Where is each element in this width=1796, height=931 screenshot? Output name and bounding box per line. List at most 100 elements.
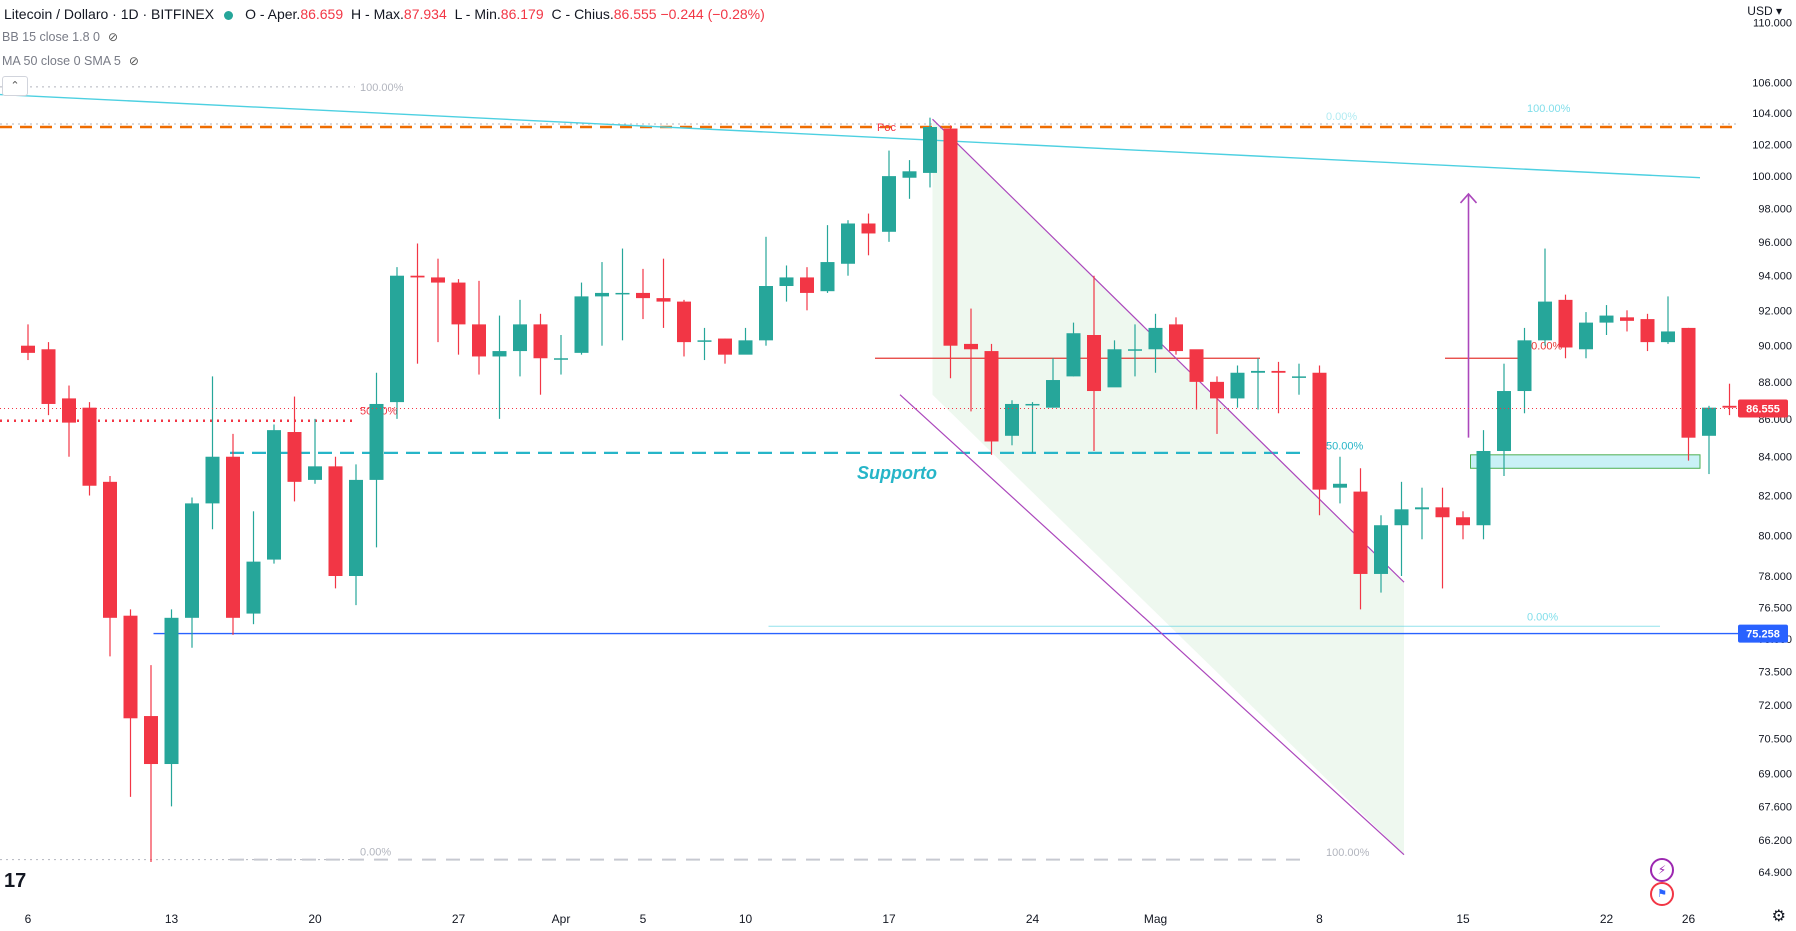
- channel-lower-line: [899, 394, 1405, 856]
- price-tick-label: 100.000: [1752, 171, 1792, 183]
- candle-down: [1722, 405, 1737, 408]
- candle-down: [984, 351, 999, 442]
- channel-fill: [932, 119, 1404, 855]
- last-price-tag-bg: [1738, 399, 1788, 418]
- candle-down: [1271, 370, 1286, 373]
- candle-up: [902, 171, 917, 178]
- candle-down: [41, 349, 56, 404]
- candle-up: [1517, 340, 1532, 392]
- eye-hidden-icon[interactable]: ⊘: [128, 54, 139, 68]
- close-value: 86.555: [613, 6, 657, 22]
- candle-up: [1025, 403, 1040, 406]
- candle-down: [1087, 335, 1101, 392]
- price-tick-label: 94.000: [1758, 271, 1792, 283]
- candle-up: [1230, 372, 1245, 399]
- candle-down: [62, 398, 76, 423]
- candle-up: [1579, 322, 1593, 350]
- price-tick-label: 104.000: [1752, 108, 1792, 120]
- collapse-indicators-button[interactable]: ⌃: [2, 76, 28, 96]
- candle-up: [267, 430, 281, 560]
- last-price-tag: 86.555: [1746, 404, 1780, 416]
- candle-up: [882, 176, 896, 232]
- candle-up: [1148, 327, 1163, 350]
- candle-up: [1292, 376, 1306, 378]
- candle-up: [492, 351, 507, 357]
- candle-down: [103, 481, 117, 618]
- lightning-icon[interactable]: ⚡: [1650, 858, 1674, 882]
- time-tick-label: 22: [1600, 912, 1614, 926]
- candle-down: [677, 301, 691, 343]
- candle-down: [1681, 327, 1696, 438]
- target-arrow-head: [1459, 192, 1478, 204]
- price-tick-label: 98.000: [1758, 204, 1792, 216]
- candle-up: [1394, 509, 1409, 526]
- candle-up: [1538, 301, 1552, 341]
- candle-down: [1210, 381, 1224, 399]
- candle-down: [287, 432, 302, 482]
- candle-up: [390, 275, 404, 403]
- time-tick-label: 24: [1026, 912, 1040, 926]
- indicator-ma[interactable]: MA 50 close 0 SMA 5 ⊘: [2, 54, 139, 68]
- price-tick-label: 106.000: [1752, 77, 1792, 89]
- candle-up: [1066, 333, 1081, 377]
- candle-down: [1353, 491, 1368, 574]
- fib-mid-50-label: 50.00%: [1326, 440, 1364, 452]
- time-tick-label: 17: [882, 912, 896, 926]
- currency-menu[interactable]: USD ▾: [1747, 4, 1782, 18]
- candle-down: [964, 343, 978, 350]
- support-label: Supporto: [857, 463, 937, 483]
- currency-label: USD: [1747, 4, 1773, 18]
- candle-up: [1661, 331, 1675, 343]
- gear-icon[interactable]: ⚙: [1771, 908, 1786, 925]
- price-tick-label: 92.000: [1758, 305, 1792, 317]
- fib-mid-100-label: 100.00%: [1326, 847, 1370, 859]
- candle-down: [472, 324, 486, 357]
- eye-hidden-icon[interactable]: ⊘: [107, 30, 119, 44]
- candle-up: [246, 561, 261, 614]
- candle-up: [779, 277, 794, 287]
- candle-down: [1169, 324, 1183, 352]
- indicator-bb[interactable]: BB 15 close 1.8 0 ⊘: [2, 30, 118, 44]
- price-tick-label: 67.600: [1758, 801, 1792, 813]
- open-value: 86.659: [300, 6, 344, 22]
- fib-left-100-label: 100.00%: [360, 82, 404, 94]
- candle-up: [349, 479, 363, 577]
- change-value: −0.244 (−0.28%): [660, 6, 765, 22]
- candle-up: [185, 503, 199, 618]
- candle-up: [1107, 349, 1122, 388]
- candle-up: [759, 286, 773, 341]
- support-zone-rect: [1470, 454, 1701, 469]
- price-tick-label: 84.000: [1758, 452, 1792, 464]
- candle-down: [1435, 507, 1450, 518]
- price-tick-label: 69.000: [1758, 768, 1792, 780]
- price-tick-label: 90.000: [1758, 341, 1792, 353]
- time-tick-label: Mag: [1144, 912, 1167, 926]
- open-label: O - Aper.: [245, 6, 301, 22]
- candle-up: [820, 262, 835, 292]
- candle-up: [1046, 380, 1060, 408]
- candle-down: [636, 292, 650, 299]
- price-tick-label: 72.000: [1758, 700, 1792, 712]
- candle-up: [1476, 450, 1491, 526]
- indicator-bb-label: BB 15 close 1.8 0: [2, 30, 100, 44]
- indicator-ma-label: MA 50 close 0 SMA 5: [2, 54, 121, 68]
- candle-down: [656, 298, 671, 302]
- candle-up: [1415, 507, 1429, 510]
- time-tick-label: 15: [1456, 912, 1470, 926]
- price-tick-label: 76.500: [1758, 602, 1792, 614]
- candle-up: [574, 296, 589, 353]
- candle-up: [369, 403, 384, 480]
- candle-up: [841, 223, 855, 264]
- chart-header: Litecoin / Dollaro · 1D · BITFINEX O - Ap…: [4, 6, 765, 22]
- candle-up: [164, 617, 179, 765]
- symbol-title[interactable]: Litecoin / Dollaro · 1D · BITFINEX: [4, 6, 215, 22]
- candle-down: [533, 324, 548, 359]
- time-tick-label: 27: [452, 912, 466, 926]
- candle-up: [595, 292, 609, 297]
- candle-down: [451, 282, 466, 325]
- us-flag-icon[interactable]: ⚑: [1650, 882, 1674, 906]
- price-tick-label: 70.500: [1758, 734, 1792, 746]
- price-tick-label: 64.900: [1758, 867, 1792, 879]
- price-tick-label: 73.500: [1758, 667, 1792, 679]
